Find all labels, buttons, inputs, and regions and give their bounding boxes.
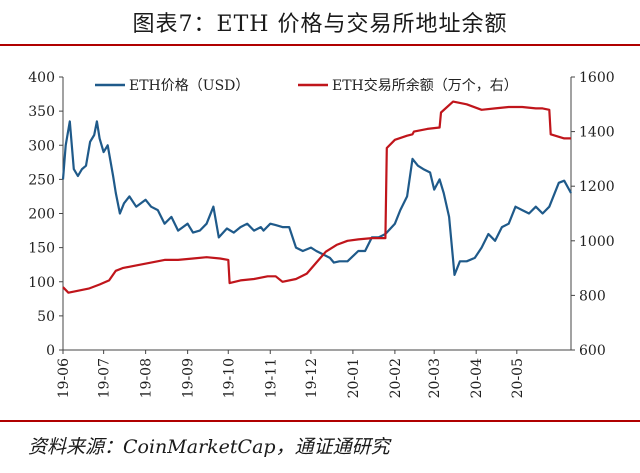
title-divider: [0, 44, 640, 46]
x-tick-label: 20-04: [469, 358, 485, 398]
series-line-eth-price: [61, 120, 572, 276]
x-tick-label: 20-02: [388, 358, 404, 398]
source-divider: [0, 420, 640, 422]
right-y-axis-ticks: 600 800 1000 1200 1400 1600: [571, 70, 615, 359]
x-tick-label: 20-01: [346, 358, 362, 398]
left-y-tick-label: 400: [28, 70, 55, 86]
x-tick-label: 19-11: [263, 358, 279, 398]
series-group: [61, 100, 572, 294]
legend-label-balance: ETH交易所余额（万个，右）: [332, 77, 518, 94]
source-note: 资料来源：CoinMarketCap，通证通研究: [28, 436, 390, 458]
x-tick-label: 19-09: [181, 358, 197, 398]
left-y-tick-label: 100: [28, 275, 55, 291]
right-y-tick-label: 1400: [579, 125, 615, 141]
x-tick-label: 19-06: [56, 358, 72, 398]
x-tick-label: 19-07: [97, 358, 113, 398]
left-y-tick-label: 200: [28, 207, 55, 223]
right-y-tick-label: 1200: [579, 179, 615, 195]
x-axis-ticks: 19-06 19-07 19-08 19-09 19-10 19-11 19-12 20-01…: [56, 350, 526, 398]
x-tick-label: 19-08: [139, 358, 155, 398]
legend-label-price: ETH价格（USD）: [129, 78, 249, 94]
x-tick-label: 19-10: [221, 358, 237, 398]
right-y-tick-label: 1600: [579, 70, 615, 86]
right-y-tick-label: 600: [579, 343, 606, 359]
x-tick-label: 20-05: [510, 358, 526, 398]
left-y-tick-label: 250: [28, 172, 55, 188]
left-y-tick-label: 0: [46, 343, 55, 359]
x-tick-label: 19-12: [304, 358, 320, 398]
left-y-tick-label: 300: [28, 138, 55, 154]
left-y-tick-label: 50: [37, 309, 55, 325]
left-y-tick-label: 350: [28, 104, 55, 120]
x-tick-label: 20-03: [427, 358, 443, 398]
right-y-tick-label: 1000: [579, 234, 615, 250]
right-y-tick-label: 800: [579, 288, 606, 304]
chart-title: 图表7：ETH 价格与交易所地址余额: [132, 12, 508, 37]
legend: ETH价格（USD） ETH交易所余额（万个，右）: [95, 77, 518, 94]
left-y-tick-label: 150: [28, 241, 55, 257]
axes: [62, 77, 572, 351]
series-line-exchange-balance: [62, 100, 571, 294]
left-y-axis-ticks: 0 50 100 150 200 250 300 350 400: [28, 70, 63, 359]
